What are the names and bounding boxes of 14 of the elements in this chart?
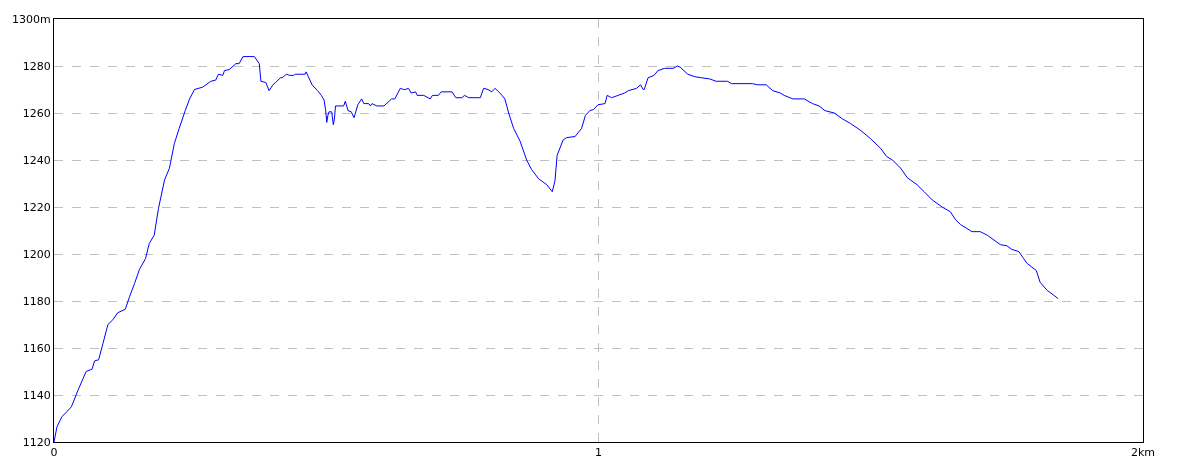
y-tick-label: 1280 [22, 59, 51, 73]
y-tick-label: 1300m [12, 12, 51, 26]
y-tick-label: 1240 [22, 153, 51, 167]
x-tick-label: 1 [595, 446, 602, 460]
y-tick-label: 1120 [22, 435, 51, 449]
x-tick-label: 2km [1130, 446, 1156, 460]
y-tick-label: 1220 [22, 200, 51, 214]
y-tick-label: 1160 [22, 341, 51, 355]
y-tick-label: 1200 [22, 247, 51, 261]
y-tick-label: 1180 [22, 294, 51, 308]
x-tick-label: 0 [50, 446, 58, 460]
line-series [54, 56, 1059, 442]
y-tick-label: 1260 [22, 106, 51, 120]
y-tick-label: 1140 [22, 388, 51, 402]
